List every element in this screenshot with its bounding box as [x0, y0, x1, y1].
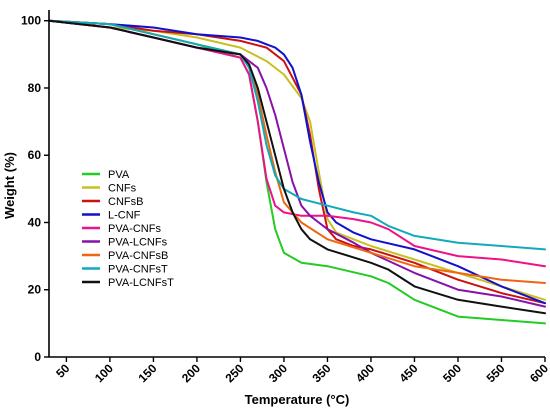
x-tick-label: 100	[92, 361, 116, 385]
x-tick-label: 550	[484, 361, 508, 385]
y-axis-title: Weight (%)	[2, 152, 17, 219]
y-tick-label: 20	[28, 283, 42, 297]
legend: PVACNFsCNFsBL-CNFPVA-CNFsPVA-LCNFsPVA-CN…	[82, 169, 174, 289]
x-tick-label: 200	[179, 361, 203, 385]
x-tick-label: 400	[353, 361, 377, 385]
x-tick-label: 350	[310, 361, 334, 385]
legend-label: PVA-CNFsT	[108, 264, 168, 276]
legend-label: CNFs	[108, 183, 137, 195]
series-line-l-cnf	[48, 19, 546, 305]
x-tick-label: 450	[397, 361, 421, 385]
legend-label: PVA-LCNFs	[108, 237, 168, 249]
legend-label: L-CNF	[108, 210, 141, 222]
legend-label: PVA-LCNFsT	[108, 277, 174, 289]
x-ticks: 50 100 150 200 250 300 350 400 450 500 550 600	[53, 357, 550, 385]
x-tick-label: 300	[266, 361, 290, 385]
y-tick-label: 60	[28, 148, 42, 162]
series-line-pva-lcnfst	[48, 19, 546, 315]
y-tick-label: 40	[28, 215, 42, 229]
y-tick-label: 80	[28, 81, 42, 95]
y-ticks: 0 20 40 60 80 100	[21, 14, 49, 364]
legend-label: PVA	[108, 169, 130, 181]
axes-layer	[48, 10, 545, 358]
legend-label: CNFsB	[108, 196, 143, 208]
x-tick-label: 500	[440, 361, 464, 385]
legend-label: PVA-CNFs	[108, 223, 161, 235]
series-line-cnfs	[48, 19, 546, 301]
x-tick-label: 150	[135, 361, 159, 385]
series-layer	[48, 19, 546, 325]
legend-label: PVA-CNFsB	[108, 250, 168, 262]
x-axis-title: Temperature (°C)	[245, 392, 350, 407]
y-tick-label: 0	[34, 350, 41, 364]
y-tick-label: 100	[21, 14, 41, 28]
x-tick-label: 250	[222, 361, 246, 385]
x-tick-label: 50	[53, 361, 73, 381]
x-tick-label: 600	[527, 361, 550, 385]
